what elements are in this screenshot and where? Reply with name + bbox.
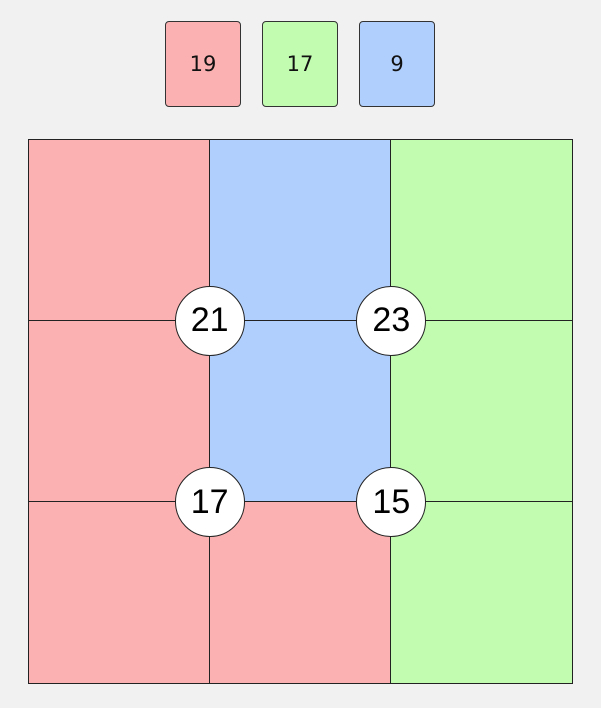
clue-circle: 23 <box>356 285 427 356</box>
puzzle-grid <box>28 139 573 684</box>
grid-cell-2-1[interactable] <box>210 502 391 683</box>
clue-circle: 17 <box>174 467 245 538</box>
clue-circle: 21 <box>174 285 245 356</box>
grid-cell-1-0[interactable] <box>29 321 210 502</box>
grid-cell-1-2[interactable] <box>391 321 572 502</box>
clue-circle: 15 <box>356 467 427 538</box>
swatch-red[interactable]: 19 <box>165 21 241 107</box>
grid-cell-2-2[interactable] <box>391 502 572 683</box>
grid-cell-0-2[interactable] <box>391 140 572 321</box>
grid-cell-0-1[interactable] <box>210 140 391 321</box>
swatch-green[interactable]: 17 <box>262 21 338 107</box>
grid-cell-1-1[interactable] <box>210 321 391 502</box>
swatch-blue[interactable]: 9 <box>359 21 435 107</box>
grid-cell-0-0[interactable] <box>29 140 210 321</box>
grid-cell-2-0[interactable] <box>29 502 210 683</box>
